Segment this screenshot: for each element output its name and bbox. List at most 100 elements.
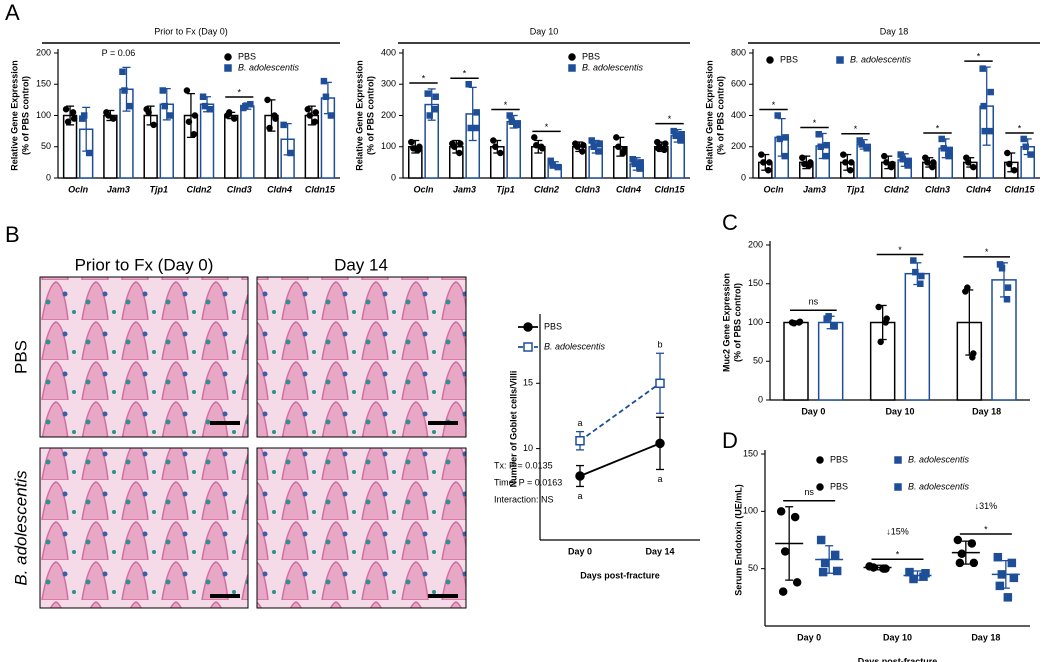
x-tick-label: Cldn2 xyxy=(186,184,211,194)
legend-marker xyxy=(816,456,824,464)
annotation: P = 0.06 xyxy=(102,48,136,58)
point xyxy=(881,152,888,160)
point xyxy=(497,149,504,157)
point xyxy=(199,93,207,100)
legend-label: B. adolescentis xyxy=(544,341,606,351)
x-tick-label: Jam3 xyxy=(107,184,130,194)
chart-title: Prior to Fx (Day 0) xyxy=(154,26,228,36)
point xyxy=(595,148,602,155)
point xyxy=(953,535,963,545)
point xyxy=(830,550,840,560)
annotation: * xyxy=(985,247,989,257)
annotation: ↓31% xyxy=(975,501,998,511)
point xyxy=(506,112,513,119)
point xyxy=(145,109,152,116)
point xyxy=(662,140,669,147)
legend-label: PBS xyxy=(582,51,600,61)
x-tick-label: Cldn3 xyxy=(925,184,950,194)
point xyxy=(760,159,767,166)
x-tick-label: Day 0 xyxy=(568,546,592,556)
x-tick-label: Ocln xyxy=(413,184,434,194)
point xyxy=(426,112,433,119)
point xyxy=(858,141,865,148)
image-row-label: B. adolescentis xyxy=(11,470,30,586)
legend-label: PBS xyxy=(544,321,562,331)
point xyxy=(266,124,273,132)
y-tick-label: 200 xyxy=(36,47,51,57)
point xyxy=(105,112,112,119)
bar xyxy=(224,114,239,179)
point xyxy=(655,438,665,449)
point xyxy=(408,138,415,146)
point xyxy=(287,149,294,157)
point xyxy=(432,93,439,100)
micrograph xyxy=(39,447,249,609)
y-axis-label: Serum Endotoxin (UE/mL) xyxy=(733,484,743,596)
point xyxy=(758,151,765,158)
x-tick-label: Jam3 xyxy=(453,184,476,194)
legend-marker xyxy=(816,483,824,491)
y-tick-label: 200 xyxy=(731,141,746,151)
point xyxy=(909,574,918,584)
legend-marker xyxy=(894,483,902,491)
point xyxy=(311,118,319,125)
point xyxy=(778,587,788,596)
point xyxy=(306,112,314,119)
annotation: * xyxy=(422,73,426,83)
bar xyxy=(956,321,983,401)
point xyxy=(190,131,198,138)
point xyxy=(637,159,644,166)
point xyxy=(575,471,585,481)
point xyxy=(1004,149,1011,157)
point xyxy=(930,159,937,166)
series-line xyxy=(579,442,661,477)
y-axis-label: (% of PBS control) xyxy=(732,283,742,362)
y-axis-label: (% of PBS control) xyxy=(715,76,725,155)
point xyxy=(327,112,335,119)
annotation: * xyxy=(977,51,981,61)
bar xyxy=(199,103,215,179)
point xyxy=(636,165,643,172)
point xyxy=(981,127,988,135)
point xyxy=(280,121,287,129)
point xyxy=(457,140,464,147)
point xyxy=(905,157,912,165)
y-tick-label: 10 xyxy=(523,443,533,453)
x-tick-label: Cldn3 xyxy=(575,184,600,194)
point xyxy=(957,549,967,559)
legend-marker xyxy=(523,322,533,332)
point xyxy=(304,106,312,113)
y-tick-label: 0 xyxy=(741,172,746,182)
point xyxy=(825,313,832,320)
point xyxy=(765,166,772,174)
point xyxy=(312,109,320,116)
legend-marker xyxy=(568,53,576,61)
point xyxy=(166,112,174,119)
point xyxy=(465,81,472,88)
stats-text: Time: P = 0.0163 xyxy=(494,477,562,487)
point xyxy=(1003,593,1013,602)
point xyxy=(905,567,914,577)
y-tick-label: 150 xyxy=(748,278,763,288)
y-tick-label: 200 xyxy=(381,110,396,120)
point xyxy=(799,154,806,161)
y-tick-label: 0 xyxy=(391,172,396,182)
point xyxy=(456,149,463,157)
group-letter: a xyxy=(577,491,582,501)
point xyxy=(955,558,965,568)
point xyxy=(69,109,77,116)
annotation: * xyxy=(854,124,858,134)
panel-label: A xyxy=(5,0,20,25)
point xyxy=(945,152,952,160)
point xyxy=(776,135,783,143)
panel-label: B xyxy=(5,222,20,247)
series-line xyxy=(579,382,661,442)
point xyxy=(588,137,595,144)
point xyxy=(970,163,977,171)
point xyxy=(940,145,947,152)
y-tick-label: 50 xyxy=(748,563,758,573)
point xyxy=(987,88,994,96)
point xyxy=(776,507,786,516)
annotation: ↓15% xyxy=(886,526,909,536)
x-tick-label: Cldn15 xyxy=(654,184,685,194)
